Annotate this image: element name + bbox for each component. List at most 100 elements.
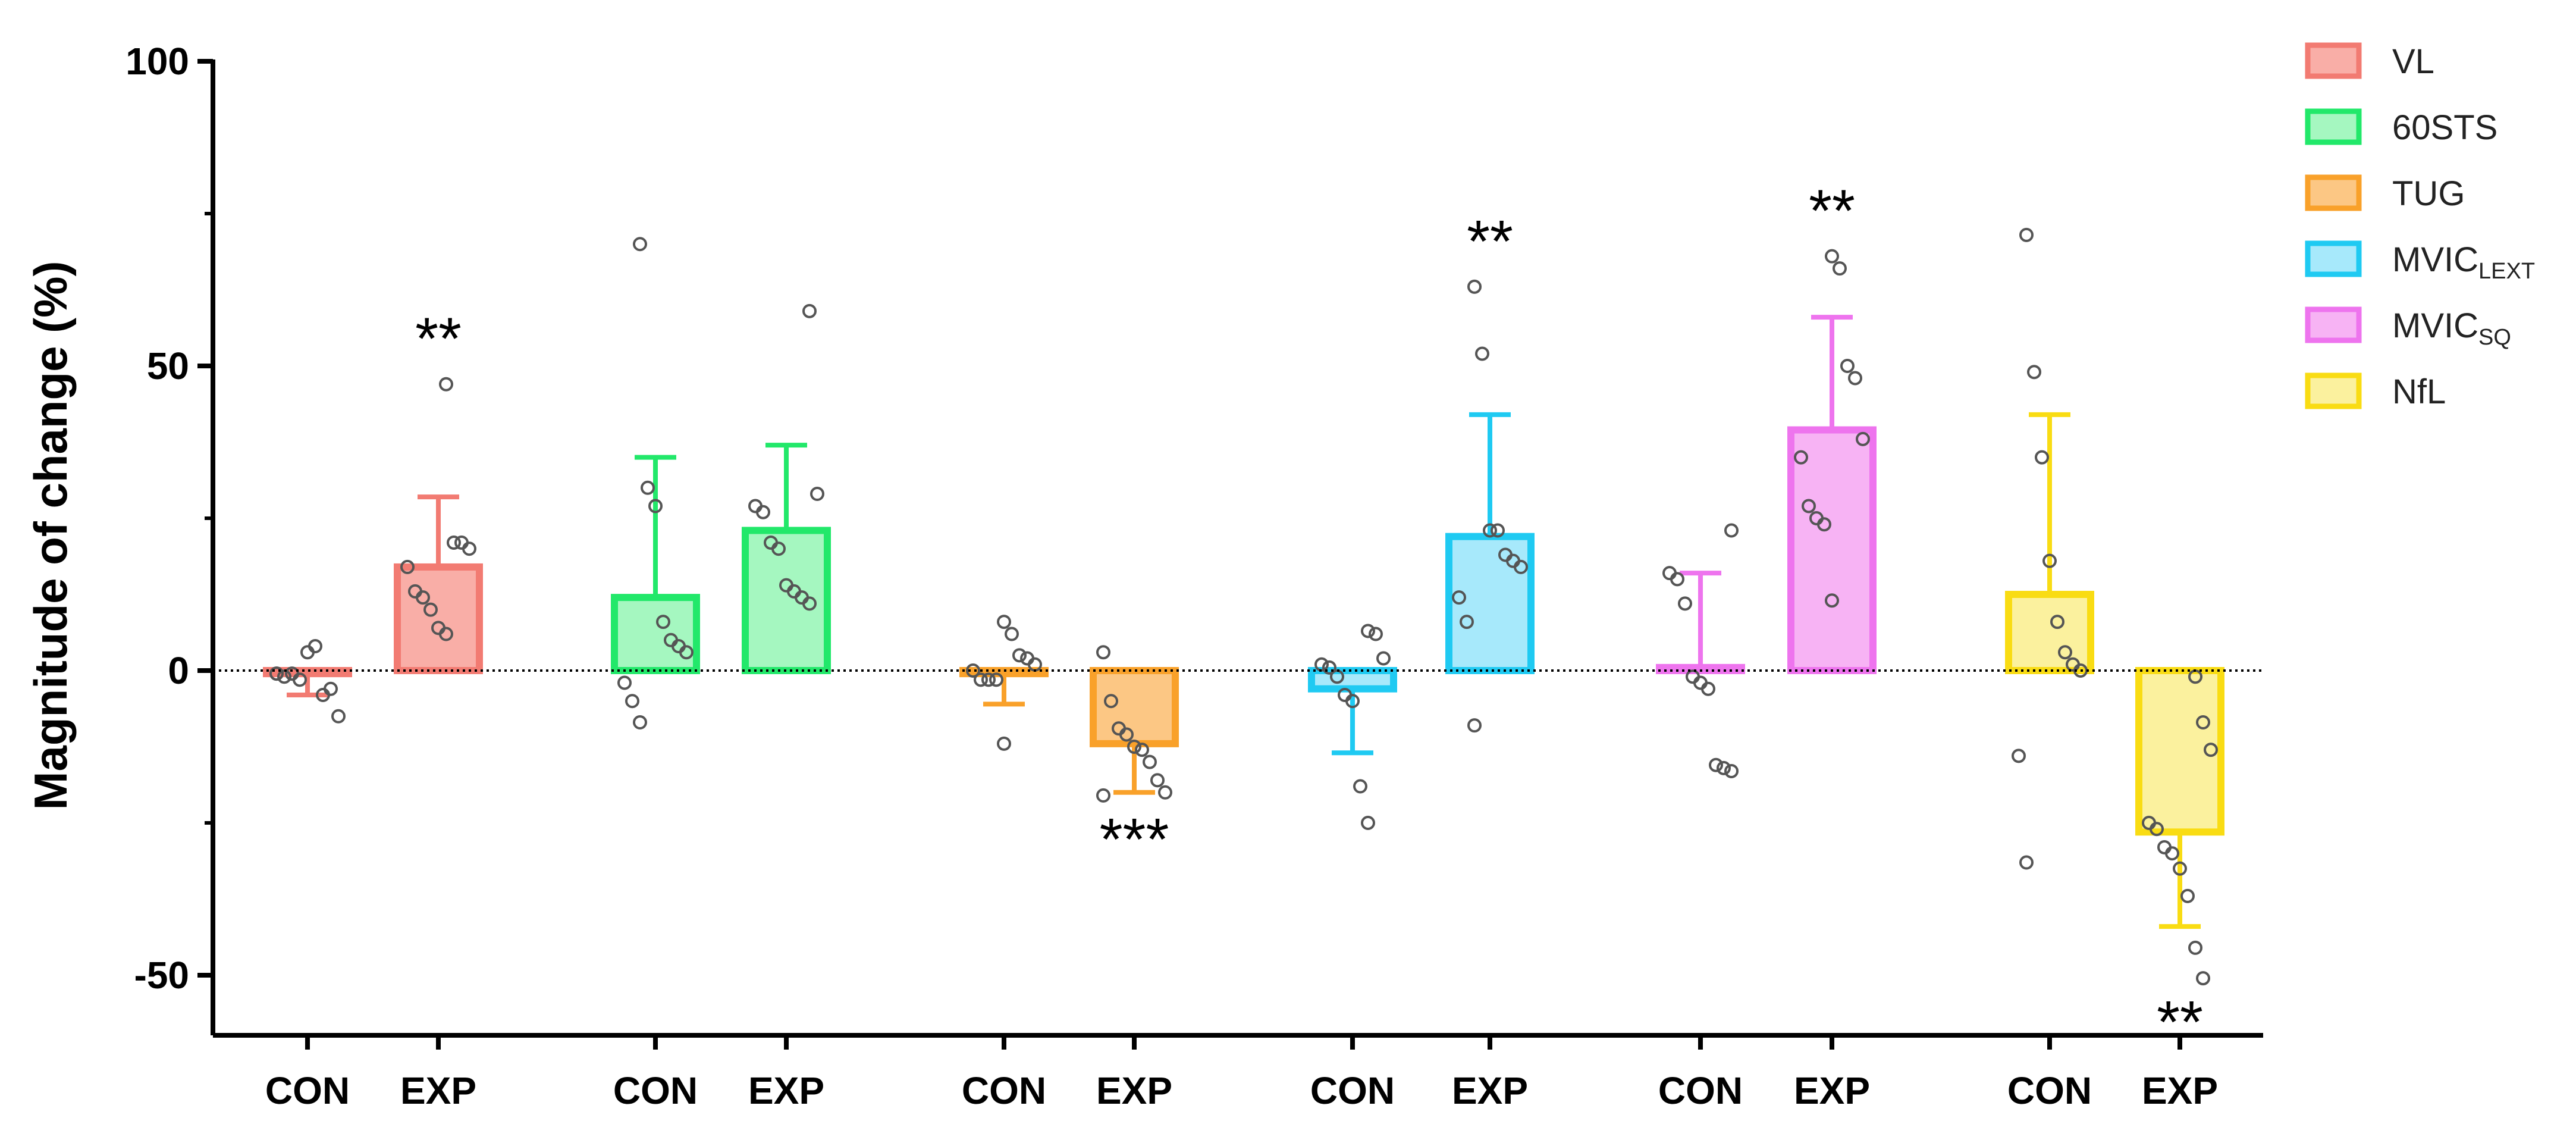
x-tick-label: EXP [1096,1069,1172,1112]
data-point [1361,624,1375,638]
data-point [416,590,430,605]
legend-label-main: MVIC [2392,306,2478,345]
data-point [439,377,453,392]
legend-swatch-vl [2305,42,2362,79]
significance-marker: ** [415,306,462,372]
data-point [324,681,338,696]
x-tick-label: CON [2007,1069,2092,1112]
data-point [1143,754,1157,769]
data-point [1005,627,1019,641]
data-point [1724,763,1739,778]
data-point [1460,615,1474,630]
data-point [1135,743,1149,757]
x-tick-label: CON [1658,1069,1743,1112]
data-point [2050,615,2064,630]
legend-swatch-60sts [2305,108,2362,145]
legend-swatch-tug [2305,174,2362,211]
data-point [1158,785,1172,800]
data-point [1475,346,1489,361]
data-point [641,480,655,495]
x-tick-label: CON [962,1069,1046,1112]
data-point [423,602,438,617]
bar-mvic_sq-exp [1787,426,1877,675]
data-point [1514,559,1528,574]
bar-60sts-con [611,594,700,674]
data-point [2180,888,2195,903]
data-point [1467,279,1482,294]
data-point [771,541,786,556]
significance-marker: ** [1467,208,1513,275]
data-point [2165,846,2179,861]
legend-label-vl: VL [2392,42,2434,81]
data-point [981,672,996,687]
data-point [989,672,1003,687]
legend-label-main: VL [2392,42,2434,81]
data-point [2188,940,2202,955]
data-point [617,675,632,690]
data-point [802,303,817,318]
data-point [462,541,476,556]
data-point [1150,773,1165,788]
legend-label-main: MVIC [2392,240,2478,279]
significance-marker: *** [1100,806,1169,873]
data-point [1825,593,1839,608]
data-point [1376,651,1391,666]
bar-mvic_lext-con [1308,667,1397,693]
y-tick-label: 0 [168,649,189,692]
data-point [1467,718,1482,733]
data-point [400,559,415,574]
data-point [1012,648,1027,663]
data-point [966,663,980,678]
data-point [997,615,1011,630]
legend-label-mvic_lext: MVICLEXT [2392,240,2535,284]
legend-label-tug: TUG [2392,174,2465,213]
data-point [2196,971,2210,986]
bar-nfl-exp [2135,667,2224,836]
data-point [2042,553,2057,568]
x-tick-label: EXP [748,1069,824,1112]
legend-swatch-mvic_sq [2305,306,2362,343]
data-point [1856,431,1870,446]
data-point [1848,371,1862,386]
y-tick-label: 100 [125,40,189,83]
data-point [1833,261,1847,276]
y-tick-label: -50 [134,954,190,997]
data-point [1322,660,1336,675]
data-point [1802,499,1816,513]
data-point [1452,590,1466,605]
data-point [1825,249,1839,264]
data-point [1127,740,1141,754]
data-point [633,237,647,252]
legend-label-subscript: SQ [2478,325,2511,350]
data-point [1119,727,1134,742]
data-point [633,715,647,730]
data-point [1491,523,1505,538]
bar-tug-exp [1090,667,1179,747]
data-point [625,694,639,709]
data-point [1701,681,1715,696]
data-point [656,615,670,630]
significance-marker: ** [1809,178,1855,245]
data-point [679,645,694,660]
data-point [1353,779,1367,794]
legend-label-mvic_sq: MVICSQ [2392,306,2511,350]
data-point [1678,596,1692,611]
bar-nfl-con [2005,591,2094,674]
x-tick-label: CON [1310,1069,1395,1112]
legend-label-main: NfL [2392,372,2446,411]
data-point [2196,715,2210,730]
data-point [1345,694,1360,709]
legend-label-nfl: NfL [2392,372,2446,411]
data-point [1717,760,1731,775]
data-point [2012,749,2026,763]
data-point [2027,365,2041,380]
data-point [308,639,322,654]
data-point [648,499,663,513]
legend-label-main: 60STS [2392,108,2497,147]
data-point [447,535,461,550]
data-point [269,666,284,681]
data-point [810,487,824,502]
legend-label-main: TUG [2392,174,2465,213]
data-point [1096,645,1110,660]
